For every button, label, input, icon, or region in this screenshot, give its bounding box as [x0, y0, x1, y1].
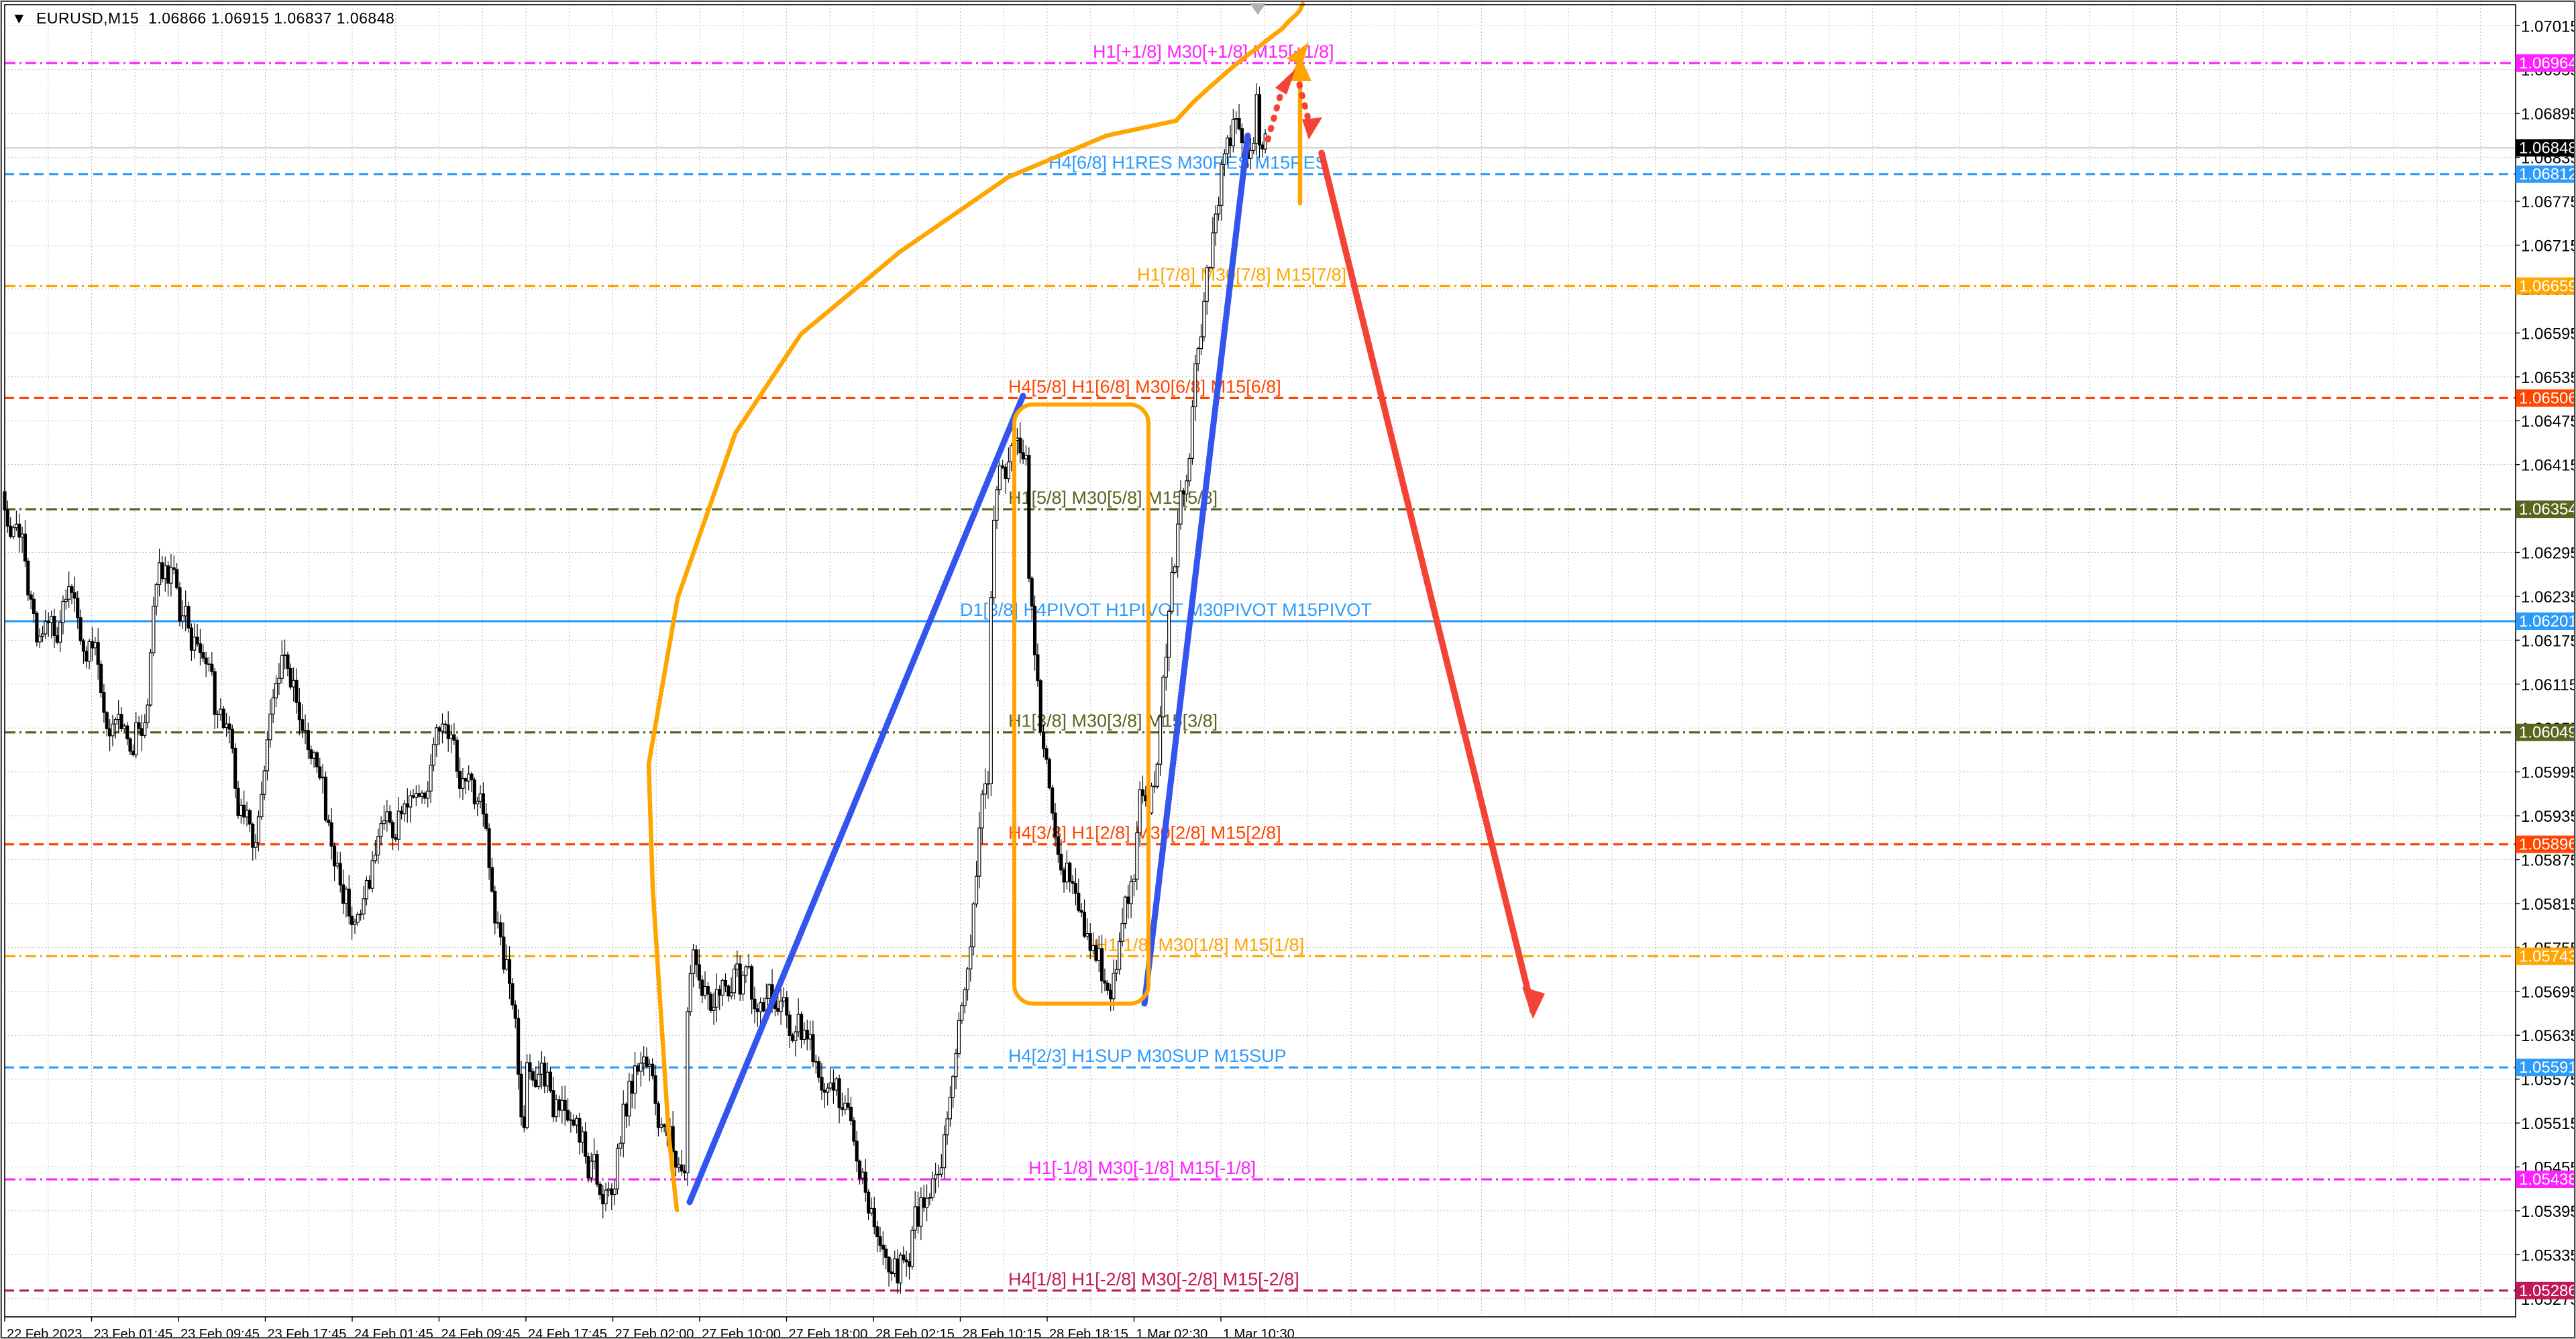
svg-text:1.06235: 1.06235 [2521, 588, 2575, 606]
svg-text:1.06415: 1.06415 [2521, 457, 2575, 475]
svg-text:1.06848: 1.06848 [2519, 139, 2575, 157]
svg-text:1.06812: 1.06812 [2519, 166, 2575, 184]
svg-text:1.05875: 1.05875 [2521, 851, 2575, 869]
svg-text:1.05286: 1.05286 [2519, 1282, 2575, 1300]
svg-text:H1[7/8] M30[7/8] M15[7/8]: H1[7/8] M30[7/8] M15[7/8] [1137, 265, 1346, 285]
svg-text:1.05335: 1.05335 [2521, 1246, 2575, 1265]
svg-text:1.05896: 1.05896 [2519, 836, 2575, 854]
svg-text:24 Feb 17:45: 24 Feb 17:45 [528, 1327, 607, 1338]
svg-text:H4[6/8] H1RES M30RES M15RES: H4[6/8] H1RES M30RES M15RES [1049, 153, 1328, 173]
svg-text:1.06295: 1.06295 [2521, 544, 2575, 562]
svg-text:1.05515: 1.05515 [2521, 1115, 2575, 1133]
svg-text:1.05591: 1.05591 [2519, 1059, 2575, 1077]
svg-text:1.05395: 1.05395 [2521, 1203, 2575, 1221]
svg-text:H4[5/8] H1[6/8] M30[6/8] M15[6: H4[5/8] H1[6/8] M30[6/8] M15[6/8] [1008, 376, 1281, 396]
svg-text:1.06895: 1.06895 [2521, 105, 2575, 123]
svg-text:1.06715: 1.06715 [2521, 237, 2575, 255]
svg-text:1.05815: 1.05815 [2521, 896, 2575, 914]
svg-text:1 Mar 10:30: 1 Mar 10:30 [1223, 1327, 1295, 1338]
svg-text:27 Feb 18:00: 27 Feb 18:00 [789, 1327, 868, 1338]
svg-text:23 Feb 17:45: 23 Feb 17:45 [268, 1327, 347, 1338]
svg-text:1.05635: 1.05635 [2521, 1027, 2575, 1045]
svg-text:1.06659: 1.06659 [2519, 278, 2575, 296]
svg-text:28 Feb 10:15: 28 Feb 10:15 [963, 1327, 1042, 1338]
svg-text:23 Feb 01:45: 23 Feb 01:45 [94, 1327, 173, 1338]
svg-text:H1[1/8] M30[1/8] M15[1/8]: H1[1/8] M30[1/8] M15[1/8] [1095, 934, 1304, 955]
svg-text:1 Mar 02:30: 1 Mar 02:30 [1136, 1327, 1208, 1338]
svg-text:1.06175: 1.06175 [2521, 632, 2575, 650]
svg-text:1.06535: 1.06535 [2521, 369, 2575, 387]
svg-text:1.05935: 1.05935 [2521, 808, 2575, 826]
svg-text:1.06964: 1.06964 [2519, 54, 2575, 72]
svg-text:24 Feb 09:45: 24 Feb 09:45 [441, 1327, 521, 1338]
svg-text:1.07015: 1.07015 [2521, 17, 2575, 36]
svg-text:D1[3/8] H4PIVOT H1PIVOT M30PIV: D1[3/8] H4PIVOT H1PIVOT M30PIVOT M15PIVO… [960, 600, 1372, 620]
svg-text:27 Feb 10:00: 27 Feb 10:00 [702, 1327, 781, 1338]
svg-text:23 Feb 09:45: 23 Feb 09:45 [180, 1327, 260, 1338]
svg-text:22 Feb 2023: 22 Feb 2023 [7, 1327, 82, 1338]
svg-text:H4[1/8] H1[-2/8] M30[-2/8] M15: H4[1/8] H1[-2/8] M30[-2/8] M15[-2/8] [1008, 1269, 1299, 1289]
svg-text:1.05743: 1.05743 [2519, 947, 2575, 965]
svg-text:1.05695: 1.05695 [2521, 983, 2575, 1002]
svg-text:27 Feb 02:00: 27 Feb 02:00 [615, 1327, 694, 1338]
svg-text:1.06201: 1.06201 [2519, 612, 2575, 631]
svg-text:1.06354: 1.06354 [2519, 500, 2575, 519]
svg-text:24 Feb 01:45: 24 Feb 01:45 [354, 1327, 433, 1338]
svg-text:1.06475: 1.06475 [2521, 413, 2575, 431]
svg-text:1.05995: 1.05995 [2521, 764, 2575, 782]
svg-text:1.06775: 1.06775 [2521, 193, 2575, 211]
svg-text:28 Feb 18:15: 28 Feb 18:15 [1049, 1327, 1128, 1338]
svg-text:H4[3/8] H1[2/8] M30[2/8] M15[2: H4[3/8] H1[2/8] M30[2/8] M15[2/8] [1008, 823, 1281, 843]
svg-text:1.06595: 1.06595 [2521, 325, 2575, 343]
svg-text:1.06049: 1.06049 [2519, 724, 2575, 742]
svg-text:1.06506: 1.06506 [2519, 389, 2575, 407]
svg-text:H4[2/3] H1SUP M30SUP M15SUP: H4[2/3] H1SUP M30SUP M15SUP [1008, 1046, 1287, 1066]
svg-text:1.06115: 1.06115 [2521, 676, 2575, 694]
svg-text:1.05438: 1.05438 [2519, 1171, 2575, 1189]
svg-text:H1[-1/8] M30[-1/8] M15[-1/8]: H1[-1/8] M30[-1/8] M15[-1/8] [1028, 1158, 1256, 1178]
svg-text:28 Feb 02:15: 28 Feb 02:15 [875, 1327, 955, 1338]
